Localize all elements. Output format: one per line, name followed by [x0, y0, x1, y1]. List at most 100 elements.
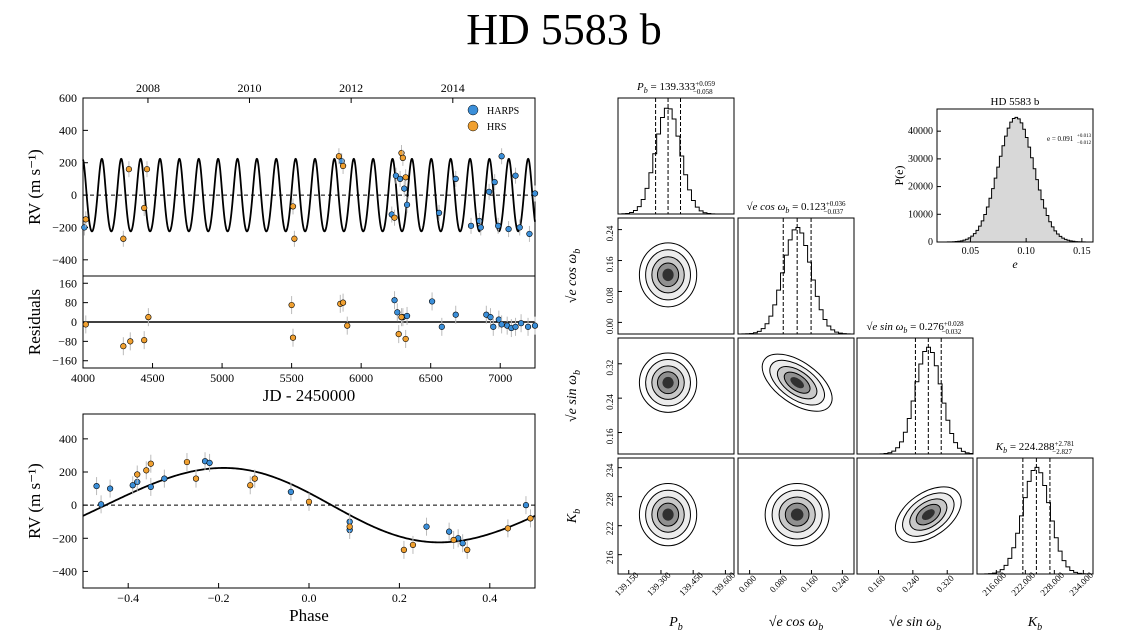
residuals-point-harps — [394, 309, 401, 316]
rv-time-point-harps — [477, 224, 484, 231]
ecc-ytick-label: 0 — [928, 237, 933, 248]
corner-xlabel-sqrt_e_cos_w: √e cos ωb — [769, 615, 823, 633]
residuals-ylabel: Residuals — [25, 289, 44, 355]
rv-phase-xtick-label: −0.2 — [208, 591, 230, 605]
rv-phase-point-harps — [161, 475, 168, 482]
rv-phase-point-harps — [206, 459, 213, 466]
rv-time-point-harps — [435, 209, 443, 216]
corner-contour-level — [662, 268, 674, 282]
rv-time-point-hrs — [335, 153, 343, 160]
rv-time-point-hrs — [289, 203, 297, 210]
residuals-point-harps — [531, 322, 539, 329]
residuals-ytick-label: 80 — [65, 296, 77, 310]
rv-phase-point-hrs — [192, 475, 200, 482]
rv-phase-point-harps — [93, 482, 100, 490]
rv-phase-point-harps — [287, 488, 295, 495]
rv-time-point-harps — [498, 153, 505, 160]
rv-time-point-harps — [526, 230, 533, 238]
rv-time-ytick-label: −200 — [52, 220, 77, 234]
corner-ylabel-Kb: Kb — [565, 509, 583, 524]
corner-hist-frame-Pb — [617, 97, 735, 215]
residuals-xtick-label: 7000 — [488, 371, 512, 385]
corner-histogram-Pb — [617, 107, 734, 215]
rv-time-point-harps — [495, 222, 502, 229]
corner-ytick-label: 234 — [605, 463, 615, 477]
ecc-xtick-label: 0.10 — [1017, 246, 1035, 257]
residuals-point-harps — [487, 314, 494, 321]
rv-phase-point-harps — [522, 502, 530, 509]
corner-xtick-label: 0.240 — [900, 573, 922, 595]
rv-time-point-hrs — [120, 235, 127, 242]
corner-ytick-label: 0.16 — [605, 428, 615, 444]
corner-ylabel-sqrt_e_sin_w: √e sin ωb — [565, 370, 583, 422]
rv-phase-point-hrs — [527, 515, 534, 522]
rv-time-point-hrs — [125, 166, 132, 173]
rv-time-point-harps — [392, 172, 400, 179]
corner-contour-frame-Pb-sqrt_e_sin_w — [617, 337, 735, 455]
rv-phase-ytick-label: 400 — [59, 432, 77, 446]
corner-ytick-label: 0.16 — [605, 256, 615, 272]
residuals-point-hrs — [120, 343, 127, 350]
residuals-ytick-label: 0 — [71, 315, 77, 329]
rv-time-point-hrs — [339, 162, 347, 170]
legend-marker-harps — [467, 104, 479, 116]
residuals-point-harps — [498, 321, 505, 328]
rv-time-model-curve — [82, 157, 536, 233]
rv-time-point-harps — [467, 222, 475, 229]
rv-phase-point-hrs — [147, 460, 154, 467]
rv-phase-ytick-label: 200 — [59, 465, 77, 479]
residuals-point-hrs — [82, 321, 89, 328]
corner-xtick-label: 0.000 — [737, 573, 759, 595]
rv-phase-xlabel: Phase — [289, 606, 329, 625]
rv-phase-point-harps — [107, 485, 114, 492]
ecc-ytick-label: 30000 — [908, 154, 933, 165]
rv-time-ytick-label: 600 — [59, 91, 77, 105]
residuals-point-harps — [403, 312, 411, 320]
ecc-xtick-label: 0.15 — [1073, 246, 1091, 257]
corner-xlabel-Kb: Kb — [1027, 615, 1042, 633]
rv-time-point-hrs — [391, 214, 398, 221]
rv-time-point-harps — [401, 185, 408, 192]
corner-ytick-label: 0.08 — [605, 287, 615, 303]
ecc-annotation-sub: −0.012 — [1077, 141, 1092, 146]
residuals-point-hrs — [402, 335, 409, 343]
corner-ytick-label: 0.24 — [605, 225, 615, 241]
corner-histogram-sqrt_e_sin_w — [857, 346, 973, 455]
residuals-point-harps — [512, 323, 519, 330]
rv-time-ytick-label: 400 — [59, 123, 77, 137]
corner-ytick-label: 0.24 — [605, 394, 615, 410]
residuals-point-hrs — [127, 338, 134, 345]
rv-phase-point-hrs — [134, 471, 141, 478]
rv-time-point-harps — [486, 188, 493, 195]
rv-phase-point-harps — [423, 523, 430, 530]
rv-time-ylabel: RV (m s⁻¹) — [25, 149, 44, 225]
corner-xtick-label: 0.160 — [799, 573, 821, 595]
legend-label-hrs: HRS — [487, 122, 506, 133]
corner-ylabel-sqrt_e_cos_w: √e cos ωb — [565, 249, 583, 303]
rv-time-point-harps — [452, 175, 459, 183]
rv-phase-ylabel: RV (m s⁻¹) — [25, 463, 44, 539]
rv-phase-point-hrs — [305, 498, 313, 505]
corner-xtick-label: 0.080 — [768, 573, 790, 595]
corner-xlabel-sqrt_e_sin_w: √e sin ωb — [889, 615, 941, 633]
rv-phase-ytick-label: 0 — [71, 498, 77, 512]
residuals-point-harps — [428, 298, 436, 305]
rv-phase-point-hrs — [504, 525, 511, 532]
rv-phase-point-hrs — [346, 523, 353, 530]
rv-phase-xtick-label: 0.2 — [392, 591, 407, 605]
ecc-ylabel: P(e) — [892, 166, 906, 186]
rv-time-point-hrs — [143, 166, 151, 173]
residuals-xtick-label: 5000 — [210, 371, 234, 385]
corner-contour-frame-sqrt_e_cos_w-sqrt_e_sin_w — [737, 337, 855, 455]
corner-histogram-Kb — [976, 466, 1093, 575]
rv-time-point-harps — [505, 225, 512, 233]
residuals-xtick-label: 4500 — [141, 371, 165, 385]
corner-ytick-label: 216 — [605, 550, 615, 564]
residuals-ytick-label: −80 — [58, 334, 77, 348]
rv-time-point-hrs — [141, 204, 148, 212]
residuals-point-hrs — [289, 334, 297, 341]
corner-hist-frame-Kb — [976, 457, 1094, 575]
residuals-xlabel: JD - 2450000 — [263, 386, 356, 405]
rv-time-point-hrs — [291, 235, 298, 242]
